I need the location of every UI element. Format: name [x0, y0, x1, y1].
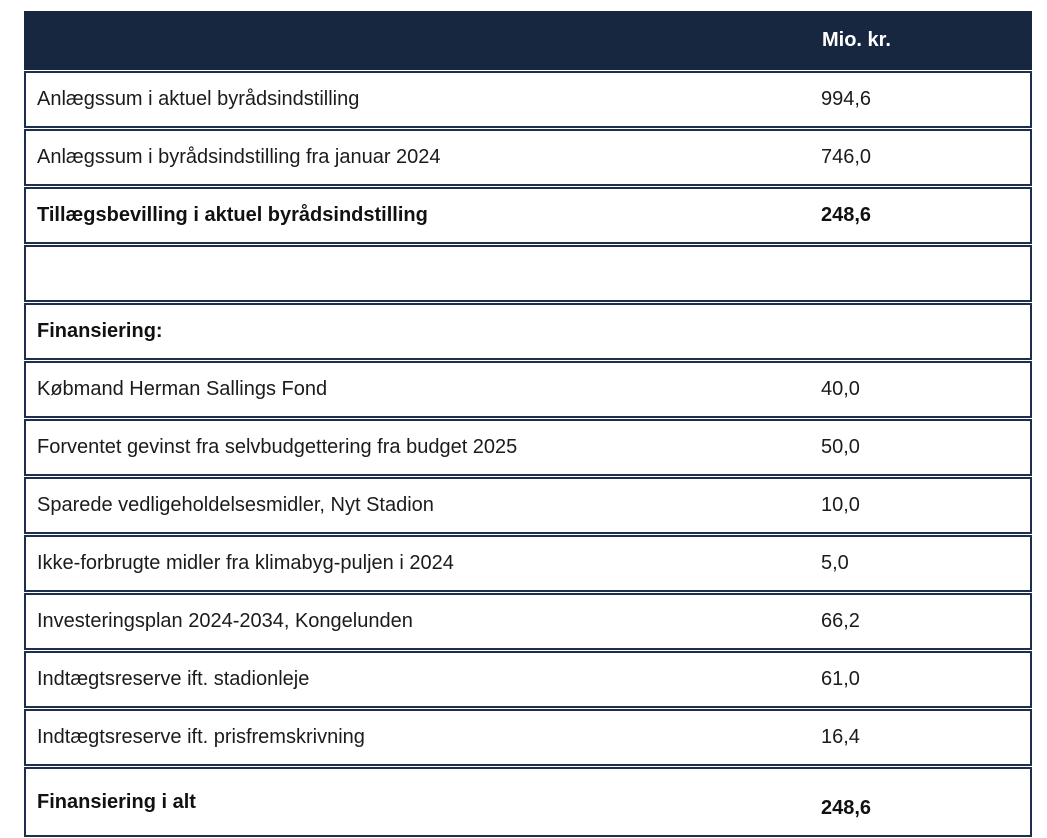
- row-value: 61,0: [821, 651, 1032, 708]
- row-value: 40,0: [821, 361, 1032, 418]
- row-value: 10,0: [821, 477, 1032, 534]
- row-label: Anlægssum i aktuel byrådsindstilling: [24, 71, 821, 128]
- table-row: Anlægssum i byrådsindstilling fra januar…: [24, 129, 1032, 186]
- table-row-total-grant: Tillægsbevilling i aktuel byrådsindstill…: [24, 187, 1032, 244]
- table-row: Sparede vedligeholdelsesmidler, Nyt Stad…: [24, 477, 1032, 534]
- row-label: Finansiering i alt: [24, 767, 821, 837]
- row-label: Indtægtsreserve ift. prisfremskrivning: [24, 709, 821, 766]
- row-value: 746,0: [821, 129, 1032, 186]
- row-label: Ikke-forbrugte midler fra klimabyg-pulje…: [24, 535, 821, 592]
- row-label: Anlægssum i byrådsindstilling fra januar…: [24, 129, 821, 186]
- row-value: 66,2: [821, 593, 1032, 650]
- row-value: 50,0: [821, 419, 1032, 476]
- table-row: Købmand Herman Sallings Fond 40,0: [24, 361, 1032, 418]
- table-row: Anlægssum i aktuel byrådsindstilling 994…: [24, 71, 1032, 128]
- row-label: Indtægtsreserve ift. stadionleje: [24, 651, 821, 708]
- row-label: Investeringsplan 2024-2034, Kongelunden: [24, 593, 821, 650]
- row-value: 248,6: [821, 767, 1032, 837]
- financing-table: Mio. kr. Anlægssum i aktuel byrådsindsti…: [24, 10, 1032, 838]
- table-row: Indtægtsreserve ift. stadionleje 61,0: [24, 651, 1032, 708]
- header-value-cell: Mio. kr.: [821, 11, 1032, 70]
- row-value: 5,0: [821, 535, 1032, 592]
- row-value: [821, 303, 1032, 360]
- table-row: Ikke-forbrugte midler fra klimabyg-pulje…: [24, 535, 1032, 592]
- row-label: Købmand Herman Sallings Fond: [24, 361, 821, 418]
- table-row: Indtægtsreserve ift. prisfremskrivning 1…: [24, 709, 1032, 766]
- table-row-empty: [24, 245, 1032, 302]
- row-value: 994,6: [821, 71, 1032, 128]
- table-row-financing-total: Finansiering i alt 248,6: [24, 767, 1032, 837]
- header-label-cell: [24, 11, 821, 70]
- row-label: [24, 245, 821, 302]
- row-value: 16,4: [821, 709, 1032, 766]
- header-row: Mio. kr.: [24, 11, 1032, 70]
- row-label: Tillægsbevilling i aktuel byrådsindstill…: [24, 187, 821, 244]
- row-value: 248,6: [821, 187, 1032, 244]
- row-label: Finansiering:: [24, 303, 821, 360]
- table-row: Forventet gevinst fra selvbudgettering f…: [24, 419, 1032, 476]
- row-label: Sparede vedligeholdelsesmidler, Nyt Stad…: [24, 477, 821, 534]
- table-row: Investeringsplan 2024-2034, Kongelunden …: [24, 593, 1032, 650]
- row-value: [821, 245, 1032, 302]
- row-label: Forventet gevinst fra selvbudgettering f…: [24, 419, 821, 476]
- table-row-section-financing: Finansiering:: [24, 303, 1032, 360]
